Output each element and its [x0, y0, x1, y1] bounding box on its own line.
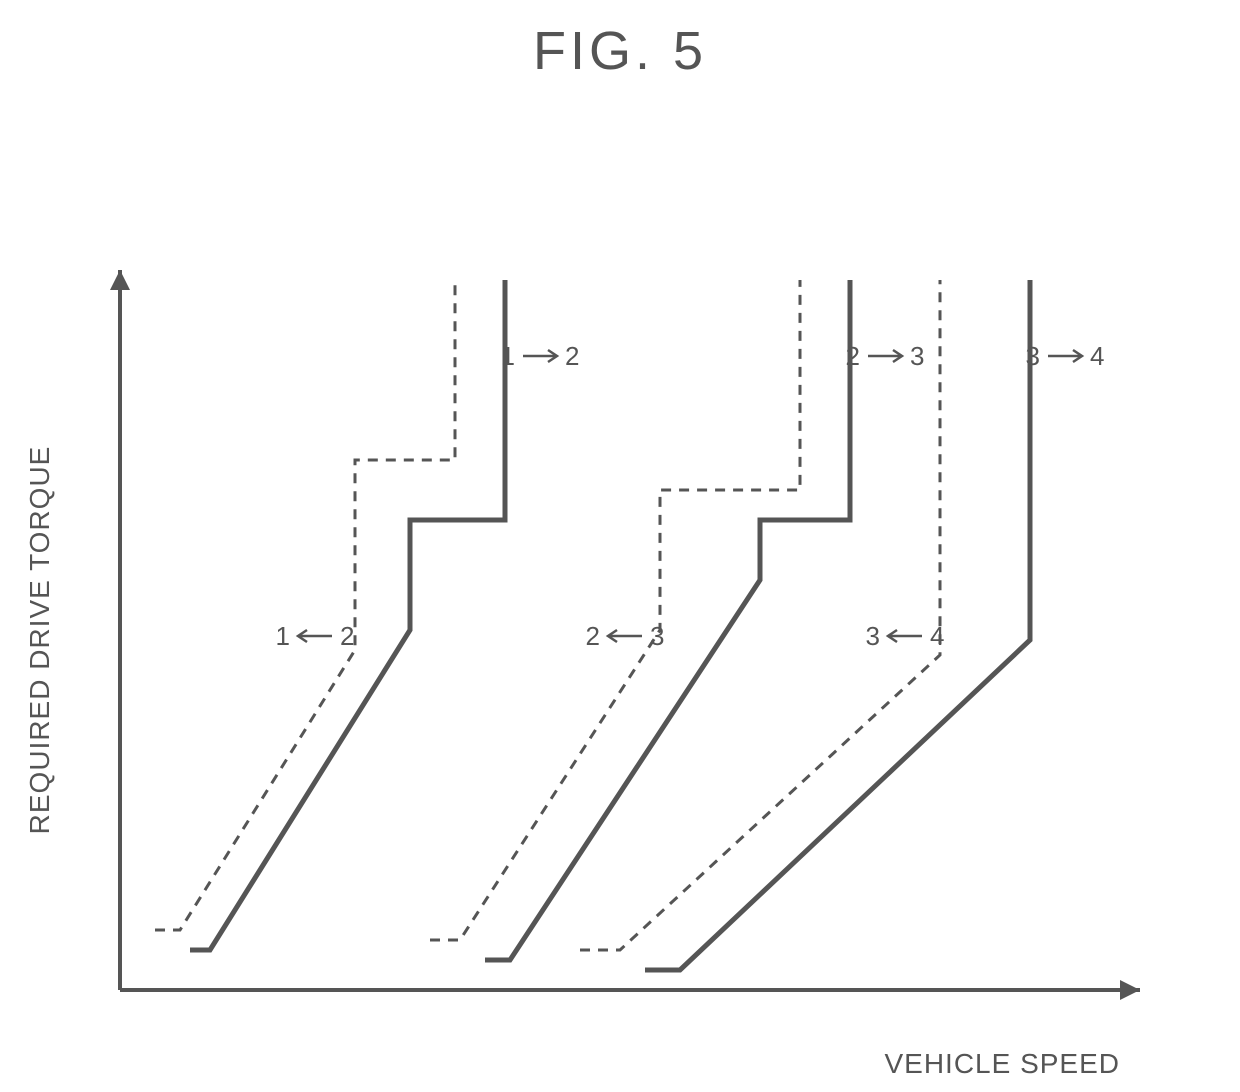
shift-label: 23 — [586, 621, 665, 651]
shift-from: 3 — [1026, 341, 1040, 371]
shift-from: 2 — [846, 341, 860, 371]
y-axis-arrow-icon — [110, 270, 130, 290]
shift-from: 2 — [586, 621, 600, 651]
chart-container: REQUIRED DRIVE TORQUE VEHICLE SPEED 1223… — [80, 250, 1160, 1030]
shift-label: 34 — [1026, 341, 1105, 371]
upshift-lines — [190, 280, 1030, 970]
shift-from: 1 — [501, 341, 515, 371]
figure-title: FIG. 5 — [0, 20, 1240, 82]
shift-to: 2 — [565, 341, 579, 371]
downshift-line-d23 — [430, 280, 800, 940]
x-axis-label: VEHICLE SPEED — [884, 1048, 1120, 1080]
shift-to: 4 — [1090, 341, 1104, 371]
shift-label: 12 — [276, 621, 355, 651]
shift-to: 3 — [650, 621, 664, 651]
shift-from: 3 — [866, 621, 880, 651]
shift-to: 2 — [340, 621, 354, 651]
shift-to: 3 — [910, 341, 924, 371]
shift-annotations: 122334122334 — [276, 341, 1105, 651]
shift-from: 1 — [276, 621, 290, 651]
x-axis-arrow-icon — [1120, 980, 1140, 1000]
upshift-line-s34 — [645, 280, 1030, 970]
page: FIG. 5 REQUIRED DRIVE TORQUE VEHICLE SPE… — [0, 0, 1240, 1092]
shift-to: 4 — [930, 621, 944, 651]
shift-map-chart: 122334122334 — [80, 250, 1160, 1030]
shift-label: 12 — [501, 341, 580, 371]
shift-label: 34 — [866, 621, 945, 651]
downshift-line-d34 — [580, 280, 940, 950]
shift-label: 23 — [846, 341, 925, 371]
y-axis-label: REQUIRED DRIVE TORQUE — [24, 446, 56, 835]
upshift-line-s12 — [190, 280, 505, 950]
